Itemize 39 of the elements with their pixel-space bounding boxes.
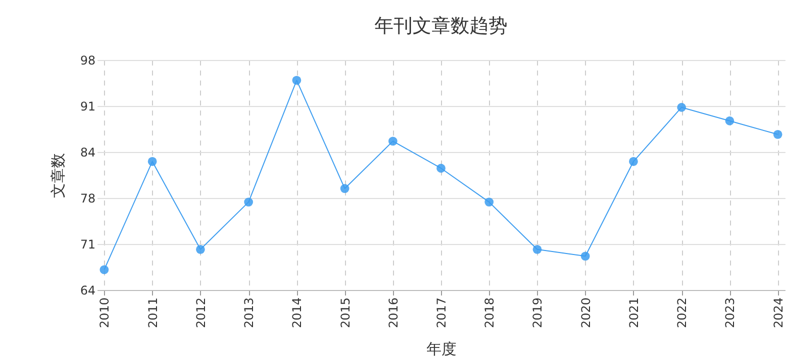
y-tick-label: 98 — [80, 54, 96, 68]
x-tick-label: 2010 — [98, 298, 112, 328]
x-tick-label: 2023 — [723, 298, 738, 328]
x-tick-label: 2016 — [386, 298, 400, 328]
x-tick-label: 2019 — [530, 298, 545, 328]
x-tick-label: 2015 — [338, 298, 352, 328]
point — [148, 157, 157, 166]
point — [773, 130, 782, 139]
x-tick-label: 2014 — [290, 298, 304, 328]
chart-title: 年刊文章数趋势 — [374, 15, 508, 37]
point — [436, 164, 446, 173]
y-tick-label: 64 — [80, 284, 96, 298]
point — [532, 244, 542, 254]
y-tick-label: 78 — [80, 192, 96, 206]
x-tick-label: 2022 — [675, 298, 690, 328]
point — [292, 76, 302, 85]
point — [677, 102, 686, 112]
x-tick-label: 2020 — [578, 298, 593, 328]
x-tick-label: 2012 — [194, 298, 208, 328]
point — [340, 184, 350, 193]
y-tick-label: 91 — [80, 100, 96, 114]
x-tick-label: 2018 — [482, 298, 497, 328]
point — [628, 157, 638, 166]
x-tick-label: 2017 — [434, 298, 448, 328]
point — [244, 198, 254, 207]
x-tick-label: 2011 — [146, 298, 160, 328]
x-tick-label: 2013 — [242, 298, 256, 328]
x-axis-title: 年度 — [426, 340, 456, 358]
point — [484, 198, 494, 207]
x-tick-label: 2024 — [771, 298, 786, 328]
point — [196, 244, 205, 254]
point — [580, 252, 590, 261]
x-tick-label: 2021 — [626, 298, 641, 328]
point — [725, 116, 734, 126]
point — [388, 136, 398, 146]
y-tick-label: 84 — [80, 146, 96, 160]
y-axis-title: 文章数 — [49, 153, 68, 198]
point — [100, 265, 109, 274]
y-tick-label: 71 — [80, 238, 96, 252]
